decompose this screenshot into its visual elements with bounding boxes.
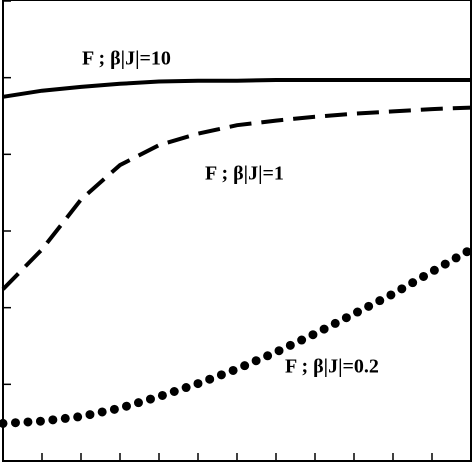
series-label: F ; β|J|=0.2	[285, 356, 379, 378]
series-line	[0, 244, 474, 428]
series-label: F ; β|J|=1	[205, 163, 284, 185]
series-line	[1, 105, 472, 291]
series-label: F ; β|J|=10	[82, 48, 171, 70]
series-line	[2, 77, 471, 99]
